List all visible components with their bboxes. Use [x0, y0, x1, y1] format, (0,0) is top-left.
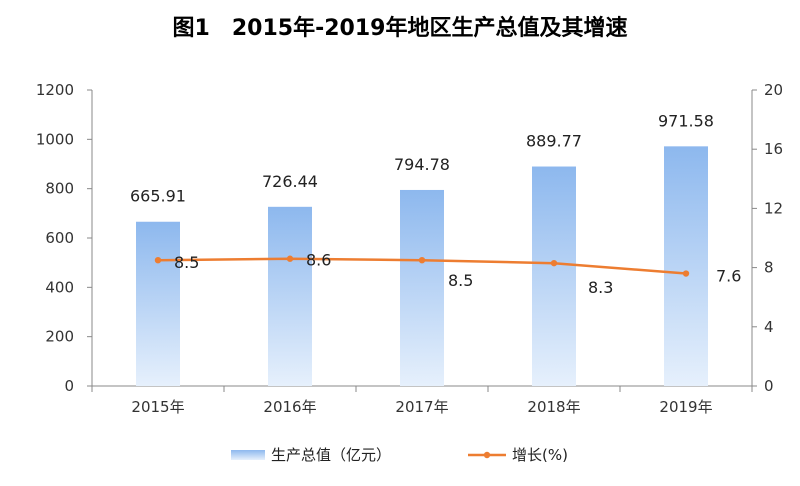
- growth-point: [550, 259, 558, 267]
- legend-line-marker: [483, 451, 491, 459]
- x-tick-label: 2019年: [659, 398, 712, 416]
- bar-gdp: [268, 206, 312, 386]
- left-tick-label: 800: [45, 180, 74, 198]
- bar-value-label: 665.91: [130, 187, 186, 206]
- line-value-label: 8.3: [588, 278, 613, 297]
- legend-line-label: 增长(%): [512, 446, 568, 464]
- bar-gdp: [400, 189, 444, 386]
- growth-point: [682, 270, 690, 277]
- legend-bar-swatch: [231, 450, 265, 460]
- bar-value-label: 726.44: [262, 172, 318, 191]
- x-tick-label: 2016年: [263, 398, 316, 416]
- bar-gdp: [136, 221, 180, 386]
- x-tick-label: 2017年: [395, 398, 448, 416]
- right-tick-label: 0: [764, 377, 774, 395]
- left-tick-label: 400: [45, 278, 74, 296]
- growth-point: [154, 257, 162, 264]
- right-tick-label: 4: [764, 318, 774, 336]
- right-tick-label: 12: [764, 199, 783, 217]
- bar-gdp: [664, 146, 708, 386]
- line-value-label: 7.6: [716, 267, 741, 286]
- x-tick-label: 2018年: [527, 398, 580, 416]
- line-value-label: 8.5: [174, 253, 199, 272]
- left-tick-label: 0: [64, 377, 74, 395]
- bar-value-label: 889.77: [526, 132, 582, 151]
- growth-point: [286, 255, 294, 262]
- bar-value-label: 971.58: [658, 111, 714, 130]
- growth-point: [418, 257, 426, 264]
- x-tick-label: 2015年: [131, 398, 184, 416]
- line-value-label: 8.6: [306, 251, 331, 270]
- legend-bar-label: 生产总值（亿元）: [271, 446, 391, 464]
- left-tick-label: 600: [45, 229, 74, 247]
- line-value-label: 8.5: [448, 271, 473, 290]
- left-tick-label: 1200: [36, 81, 74, 99]
- chart-title: 图1 2015年-2019年地区生产总值及其增速: [172, 16, 628, 41]
- right-tick-label: 20: [764, 81, 783, 99]
- left-tick-label: 200: [45, 328, 74, 346]
- right-tick-label: 8: [764, 259, 774, 277]
- bar-gdp: [532, 166, 576, 386]
- left-tick-label: 1000: [36, 130, 74, 148]
- right-tick-label: 16: [764, 140, 783, 158]
- bar-value-label: 794.78: [394, 155, 450, 174]
